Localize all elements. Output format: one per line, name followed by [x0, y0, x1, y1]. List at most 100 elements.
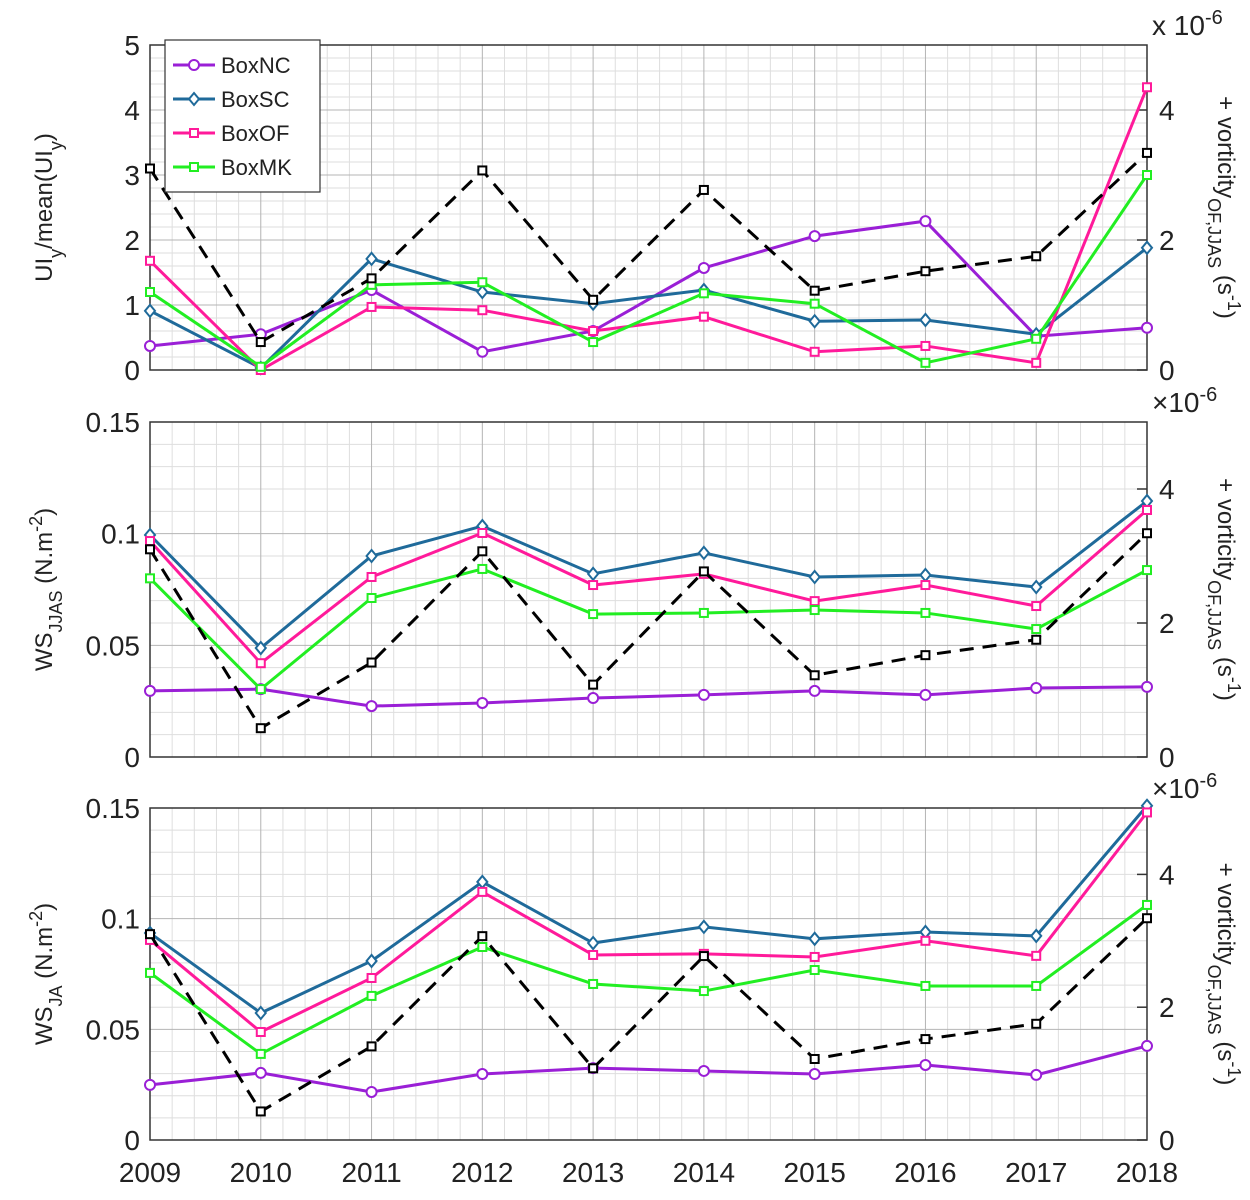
- series-line: [149, 804, 1149, 1015]
- marker: [254, 1066, 267, 1079]
- axis-label-part: y: [46, 249, 66, 258]
- marker: [920, 1034, 931, 1045]
- marker: [188, 59, 200, 71]
- marker: [145, 967, 155, 978]
- marker: [365, 700, 378, 713]
- series-line: [148, 508, 1148, 666]
- marker: [697, 545, 711, 561]
- axis-label-part: -1: [1224, 677, 1244, 693]
- multiplier-exponent: -6: [1200, 770, 1218, 792]
- marker: [588, 978, 599, 989]
- marker: [1142, 504, 1152, 515]
- marker: [255, 1026, 266, 1037]
- marker: [476, 1068, 489, 1081]
- plot-area: [150, 808, 1147, 1140]
- y2-tick-label: 0: [1159, 742, 1175, 773]
- y2-tick-label: 0: [1159, 355, 1175, 386]
- series-line: [149, 174, 1149, 369]
- marker: [145, 544, 155, 555]
- y-tick-label: 3: [124, 160, 140, 191]
- marker: [255, 684, 266, 695]
- marker: [187, 91, 201, 107]
- marker: [477, 931, 488, 942]
- y-tick-label: 0.15: [86, 793, 141, 824]
- marker: [920, 935, 931, 946]
- marker: [1142, 528, 1152, 539]
- marker: [808, 230, 821, 243]
- marker: [588, 326, 599, 336]
- x-tick-label: 2009: [119, 1157, 181, 1188]
- marker: [697, 1064, 710, 1077]
- marker: [1031, 624, 1042, 635]
- marker: [920, 340, 931, 351]
- marker: [809, 670, 820, 681]
- marker: [698, 311, 709, 322]
- x-tick-label: 2013: [562, 1157, 624, 1188]
- marker: [697, 919, 711, 935]
- x-tick-label: 2018: [1116, 1157, 1178, 1188]
- axis-label-part: (N.m: [31, 532, 58, 591]
- marker: [1142, 565, 1152, 576]
- marker: [1031, 333, 1042, 344]
- y-tick-label: 0.05: [86, 630, 141, 661]
- axis-label-part: ): [1212, 1077, 1239, 1085]
- y2-tick-label: 4: [1159, 95, 1175, 126]
- marker: [1142, 82, 1152, 93]
- y2-tick-label: 0: [1159, 1125, 1175, 1156]
- marker: [1031, 634, 1042, 645]
- marker: [1029, 579, 1043, 595]
- axis-label-part: -1: [1224, 1061, 1244, 1077]
- marker: [1031, 980, 1042, 991]
- marker: [920, 980, 931, 991]
- marker: [1031, 1018, 1042, 1029]
- marker: [588, 679, 599, 690]
- multiplier-exponent: -6: [1205, 7, 1223, 29]
- axis-label-part: OF,JJAS: [1204, 580, 1224, 650]
- marker: [366, 657, 377, 668]
- axis-label: + vorticityOF,JJAS (s-1): [1204, 96, 1244, 319]
- marker: [1142, 899, 1152, 910]
- series-line: [149, 246, 1148, 370]
- marker: [366, 571, 377, 582]
- marker: [477, 527, 488, 538]
- axis-label-part: /mean(UI: [31, 150, 58, 249]
- marker: [1142, 807, 1152, 818]
- marker: [588, 337, 599, 348]
- axis-label-part: ): [31, 508, 58, 516]
- marker: [476, 284, 489, 300]
- marker: [254, 640, 268, 656]
- marker: [477, 546, 488, 557]
- marker: [919, 1058, 932, 1071]
- marker: [365, 251, 378, 267]
- axis-label-part: -1: [1224, 295, 1244, 311]
- marker: [366, 1041, 377, 1052]
- plot-frame: [149, 421, 1148, 758]
- axis-label-part: + vorticity: [1212, 478, 1239, 580]
- marker: [1142, 913, 1152, 924]
- axis-label: + vorticityOF,JJAS (s-1): [1204, 863, 1244, 1086]
- marker: [920, 607, 931, 618]
- axis-label-part: ): [31, 903, 58, 911]
- marker: [809, 346, 820, 357]
- marker: [919, 688, 932, 701]
- axis-label-part: ): [31, 133, 58, 141]
- marker: [255, 361, 266, 372]
- marker: [919, 215, 932, 228]
- multiplier-exponent: -6: [1200, 384, 1218, 406]
- marker: [588, 609, 599, 620]
- legend-label: BoxOF: [221, 121, 289, 146]
- marker: [1031, 950, 1042, 961]
- marker: [808, 313, 821, 329]
- marker: [698, 288, 709, 299]
- marker: [1141, 1039, 1153, 1052]
- marker: [366, 301, 377, 312]
- axis-label-part: OF,JJAS: [1204, 965, 1224, 1035]
- axis-multiplier: ×10-6: [1152, 770, 1217, 804]
- marker: [477, 941, 488, 952]
- x-tick-label: 2014: [673, 1157, 735, 1188]
- marker: [920, 266, 931, 277]
- marker: [189, 128, 199, 138]
- series-line: [149, 1044, 1148, 1094]
- y-tick-label: 1: [124, 290, 140, 321]
- marker: [808, 931, 821, 947]
